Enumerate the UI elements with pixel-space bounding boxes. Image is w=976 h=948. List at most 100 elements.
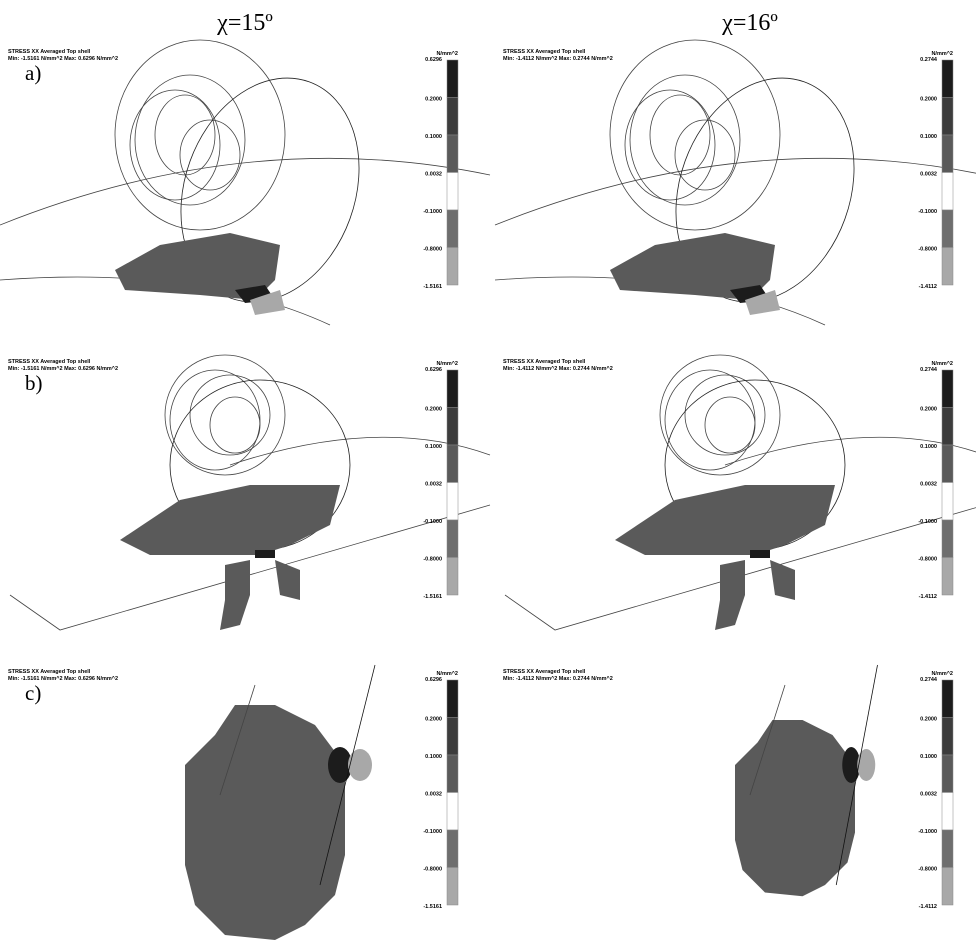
scale-label: -0.8000 — [918, 247, 937, 253]
scale-segment — [447, 135, 458, 173]
stress-blob — [615, 485, 835, 555]
scale-label: -0.8000 — [918, 867, 937, 873]
scale-segment — [447, 755, 458, 793]
scale-segment — [447, 370, 458, 408]
stress-blob — [255, 550, 275, 558]
edge-line — [725, 437, 976, 465]
outline — [660, 355, 780, 475]
outline — [135, 75, 245, 205]
scale-label: 0.2000 — [425, 407, 442, 413]
scale-label: 0.6296 — [425, 57, 442, 63]
stress-core — [857, 749, 875, 781]
scale-label: -0.1000 — [918, 519, 937, 525]
plot-range: Min: -1.4112 N/mm^2 Max: 0.2744 N/mm^2 — [503, 366, 613, 372]
scale-segment — [447, 558, 458, 596]
outline — [190, 375, 270, 455]
figure: χ=15º χ=16º a) STRESS XX Averaged Top she… — [0, 0, 976, 948]
scale-label: -1.5161 — [423, 284, 442, 290]
scale-segment — [447, 173, 458, 211]
scale-label: 0.2000 — [920, 97, 937, 103]
scale-segment — [942, 408, 953, 446]
scale-label: 0.2744 — [920, 677, 938, 683]
plot-range: Min: -1.5161 N/mm^2 Max: 0.6296 N/mm^2 — [8, 56, 118, 62]
scale-segment — [942, 445, 953, 483]
scale-label: -1.5161 — [423, 594, 442, 600]
scale-segment — [942, 60, 953, 98]
column-header: χ=15º — [216, 10, 273, 36]
scale-segment — [942, 98, 953, 136]
scale-label: 0.1000 — [920, 754, 937, 760]
plot-range: Min: -1.4112 N/mm^2 Max: 0.2744 N/mm^2 — [503, 676, 613, 682]
scale-segment — [447, 680, 458, 718]
scale-segment — [942, 520, 953, 558]
edge-line — [495, 158, 976, 225]
stress-blob — [120, 485, 340, 555]
scale-segment — [942, 210, 953, 248]
scale-label: -0.1000 — [918, 829, 937, 835]
scale-segment — [447, 60, 458, 98]
scale-segment — [942, 680, 953, 718]
scale-segment — [447, 718, 458, 756]
scale-segment — [447, 483, 458, 521]
scale-segment — [447, 445, 458, 483]
scale-label: 0.0032 — [920, 482, 937, 488]
outline — [705, 397, 755, 453]
stress-core — [348, 749, 372, 781]
scale-label: 0.2744 — [920, 367, 938, 373]
scale-label: 0.1000 — [425, 134, 442, 140]
plot-title: STRESS XX Averaged Top shell — [8, 669, 91, 675]
scale-label: 0.1000 — [425, 754, 442, 760]
scale-label: 0.2000 — [425, 717, 442, 723]
scale-label: 0.2000 — [920, 717, 937, 723]
row-label: c) — [25, 681, 41, 705]
stress-blob — [770, 560, 795, 600]
scale-segment — [447, 793, 458, 831]
scale-label: 0.1000 — [425, 444, 442, 450]
scale-label: 0.0032 — [425, 792, 442, 798]
scale-label: -1.4112 — [919, 904, 937, 910]
outline — [210, 397, 260, 453]
scale-label: 0.2000 — [425, 97, 442, 103]
plot-range: Min: -1.5161 N/mm^2 Max: 0.6296 N/mm^2 — [8, 676, 118, 682]
scale-segment — [942, 483, 953, 521]
scale-segment — [942, 793, 953, 831]
scale-segment — [447, 830, 458, 868]
scale-label: 0.6296 — [425, 677, 442, 683]
scale-label: -0.8000 — [423, 867, 442, 873]
scale-segment — [942, 135, 953, 173]
scale-segment — [942, 558, 953, 596]
scale-label: -1.5161 — [423, 904, 442, 910]
scale-label: 0.6296 — [425, 367, 442, 373]
scale-label: 0.0032 — [425, 482, 442, 488]
edge-line — [0, 158, 490, 225]
scale-label: -0.8000 — [918, 557, 937, 563]
outline — [115, 40, 285, 230]
outline — [685, 375, 765, 455]
scale-segment — [447, 520, 458, 558]
plot-title: STRESS XX Averaged Top shell — [503, 669, 586, 675]
scale-label: 0.1000 — [920, 444, 937, 450]
outline — [165, 355, 285, 475]
scale-segment — [942, 173, 953, 211]
scale-segment — [942, 868, 953, 906]
scale-label: -0.8000 — [423, 247, 442, 253]
outline — [630, 75, 740, 205]
stress-blob — [735, 720, 855, 896]
scale-segment — [447, 210, 458, 248]
scale-segment — [942, 830, 953, 868]
scale-label: 0.0032 — [920, 172, 937, 178]
scale-label: 0.2000 — [920, 407, 937, 413]
stress-blob — [220, 560, 250, 630]
scale-segment — [942, 248, 953, 286]
column-header: χ=16º — [721, 10, 778, 36]
row-label: a) — [25, 61, 41, 85]
plot-range: Min: -1.5161 N/mm^2 Max: 0.6296 N/mm^2 — [8, 366, 118, 372]
scale-label: 0.0032 — [425, 172, 442, 178]
stress-blob — [715, 560, 745, 630]
plot-range: Min: -1.4112 N/mm^2 Max: 0.2744 N/mm^2 — [503, 56, 613, 62]
row-label: b) — [25, 371, 43, 395]
scale-segment — [447, 408, 458, 446]
scale-label: -0.8000 — [423, 557, 442, 563]
stress-blob — [750, 550, 770, 558]
stress-blob — [275, 560, 300, 600]
